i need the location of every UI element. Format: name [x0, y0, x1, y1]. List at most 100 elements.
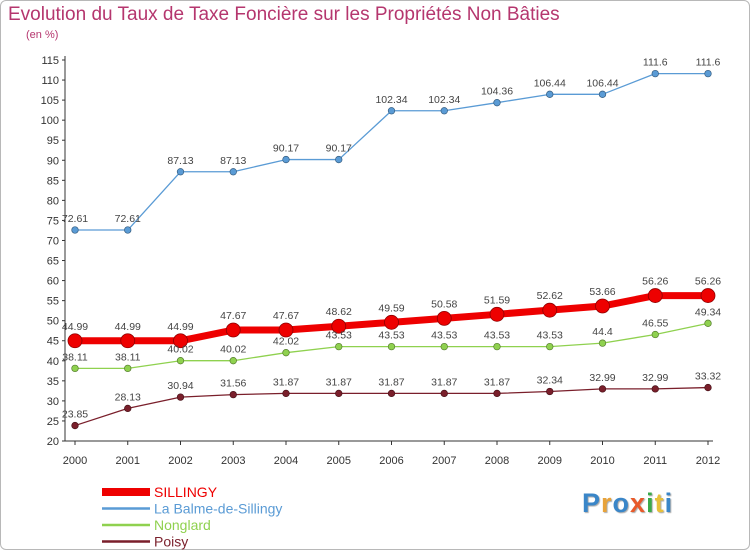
data-point-sillingy [278, 322, 294, 338]
series-nonglard [71, 319, 712, 373]
data-point-sillingy [700, 288, 716, 303]
data-label-nonglard: 43.53 [378, 330, 404, 342]
chart-unit-label: (en %) [26, 29, 59, 41]
data-point-poisy [493, 389, 501, 398]
data-point-poisy [387, 389, 396, 398]
data-label-poisy: 31.87 [273, 376, 299, 388]
proxiti-logo: Proxiti [582, 488, 673, 519]
data-label-poisy: 30.94 [167, 380, 193, 392]
data-point-la-balme-de-sillingy [651, 69, 659, 78]
data-point-poisy [651, 385, 659, 393]
data-point-nonglard [282, 349, 290, 357]
y-tick-label: 60 [47, 276, 59, 288]
legend-label-poisy: Poisy [154, 534, 188, 550]
data-label-nonglard: 40.02 [220, 344, 246, 356]
logo-letter: i [646, 488, 655, 518]
legend-label-la-balme-de-sillingy: La Balme-de-Sillingy [154, 501, 282, 517]
data-label-la-balme-de-sillingy: 90.17 [326, 143, 352, 155]
data-point-poisy [282, 389, 290, 398]
x-tick-label: 2007 [432, 455, 456, 467]
series-sillingy [67, 288, 716, 349]
y-tick-label: 115 [41, 55, 59, 67]
data-point-la-balme-de-sillingy [440, 107, 448, 115]
data-point-nonglard [440, 342, 448, 351]
data-label-nonglard: 44.4 [592, 326, 613, 338]
data-point-sillingy [331, 318, 347, 334]
chart-series [67, 69, 716, 430]
logo-letter: i [664, 488, 674, 518]
data-point-nonglard [176, 357, 185, 365]
data-label-la-balme-de-sillingy: 104.36 [481, 86, 513, 98]
data-point-la-balme-de-sillingy [598, 90, 607, 98]
y-tick-label: 55 [47, 296, 59, 308]
data-label-la-balme-de-sillingy: 102.34 [375, 94, 407, 106]
data-point-la-balme-de-sillingy [124, 226, 132, 234]
y-tick-label: 65 [47, 256, 59, 268]
data-point-poisy [440, 389, 448, 398]
logo-letter: t [654, 488, 665, 518]
y-tick-label: 35 [47, 376, 59, 388]
data-label-la-balme-de-sillingy: 72.61 [62, 213, 88, 225]
y-tick-label: 105 [41, 95, 59, 107]
data-point-la-balme-de-sillingy [704, 69, 712, 78]
data-point-poisy [176, 393, 185, 401]
data-point-poisy [546, 387, 554, 396]
data-label-sillingy: 53.66 [589, 286, 615, 298]
data-point-la-balme-de-sillingy [176, 168, 185, 176]
data-label-nonglard: 38.11 [115, 351, 141, 363]
data-point-la-balme-de-sillingy [282, 155, 290, 164]
data-label-la-balme-de-sillingy: 87.13 [220, 155, 246, 167]
data-label-sillingy: 47.67 [220, 310, 246, 322]
data-label-sillingy: 44.99 [115, 321, 141, 333]
data-label-poisy: 23.85 [62, 409, 88, 421]
x-tick-label: 2011 [643, 455, 667, 467]
data-label-poisy: 31.87 [326, 376, 352, 388]
y-tick-label: 85 [47, 175, 59, 187]
data-label-la-balme-de-sillingy: 111.6 [643, 57, 668, 69]
data-point-la-balme-de-sillingy [335, 155, 343, 164]
data-label-poisy: 31.56 [220, 378, 246, 390]
data-point-sillingy [489, 306, 505, 322]
data-point-la-balme-de-sillingy [71, 226, 79, 234]
data-point-sillingy [225, 322, 241, 338]
y-tick-label: 20 [47, 436, 59, 448]
y-tick-label: 100 [41, 115, 59, 127]
data-point-nonglard [546, 342, 554, 351]
y-tick-label: 40 [47, 356, 59, 368]
x-tick-label: 2009 [538, 455, 562, 467]
y-tick-label: 70 [47, 235, 59, 247]
legend-label-sillingy: SILLINGY [154, 484, 218, 500]
y-tick-label: 75 [47, 215, 59, 227]
x-tick-label: 2000 [63, 455, 87, 467]
data-label-la-balme-de-sillingy: 111.6 [696, 57, 721, 69]
data-point-nonglard [124, 364, 132, 373]
data-point-poisy [704, 383, 712, 392]
data-label-sillingy: 44.99 [62, 321, 88, 333]
data-point-nonglard [335, 342, 343, 351]
y-tick-label: 90 [47, 155, 59, 167]
y-tick-label: 30 [47, 396, 59, 408]
data-point-poisy [124, 404, 132, 413]
chart-title: Evolution du Taux de Taxe Foncière sur l… [8, 4, 560, 25]
data-point-nonglard [493, 342, 501, 351]
data-point-nonglard [387, 342, 396, 351]
x-tick-label: 2002 [168, 455, 192, 467]
x-tick-label: 2001 [116, 455, 140, 467]
data-point-sillingy [120, 333, 136, 349]
data-label-la-balme-de-sillingy: 106.44 [586, 77, 618, 89]
data-point-sillingy [542, 302, 558, 318]
data-point-sillingy [436, 310, 452, 326]
data-label-sillingy: 56.26 [695, 276, 721, 288]
data-label-poisy: 32.99 [642, 372, 668, 384]
chart-data-labels: 72.61 72.61 87.13 87.13 90.17 90.17 102.34 102.… [62, 57, 721, 421]
data-label-nonglard: 43.53 [431, 330, 457, 342]
data-label-nonglard: 42.02 [273, 336, 299, 348]
data-point-sillingy [384, 314, 399, 330]
chart-axes: 20 25 30 35 40 45 50 55 60 65 70 75 80 85 90 95 100 105 11… [41, 55, 721, 467]
data-label-sillingy: 51.59 [484, 294, 510, 306]
data-label-nonglard: 38.11 [62, 351, 88, 363]
data-label-sillingy: 49.59 [378, 302, 404, 314]
